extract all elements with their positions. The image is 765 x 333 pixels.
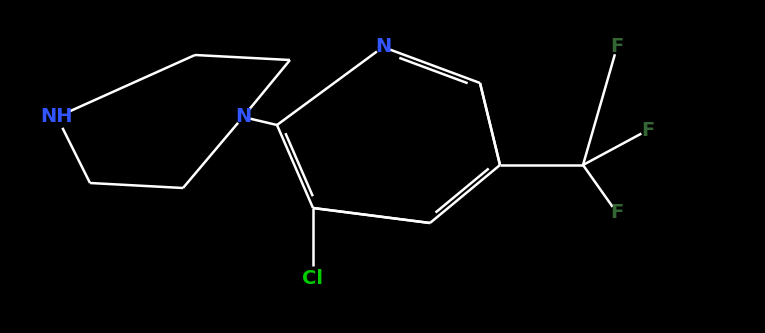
Text: Cl: Cl [302, 268, 324, 287]
Text: F: F [610, 38, 623, 57]
Text: NH: NH [41, 108, 73, 127]
Text: N: N [235, 108, 251, 127]
Text: N: N [375, 38, 391, 57]
Text: F: F [641, 121, 655, 140]
Text: F: F [610, 203, 623, 222]
